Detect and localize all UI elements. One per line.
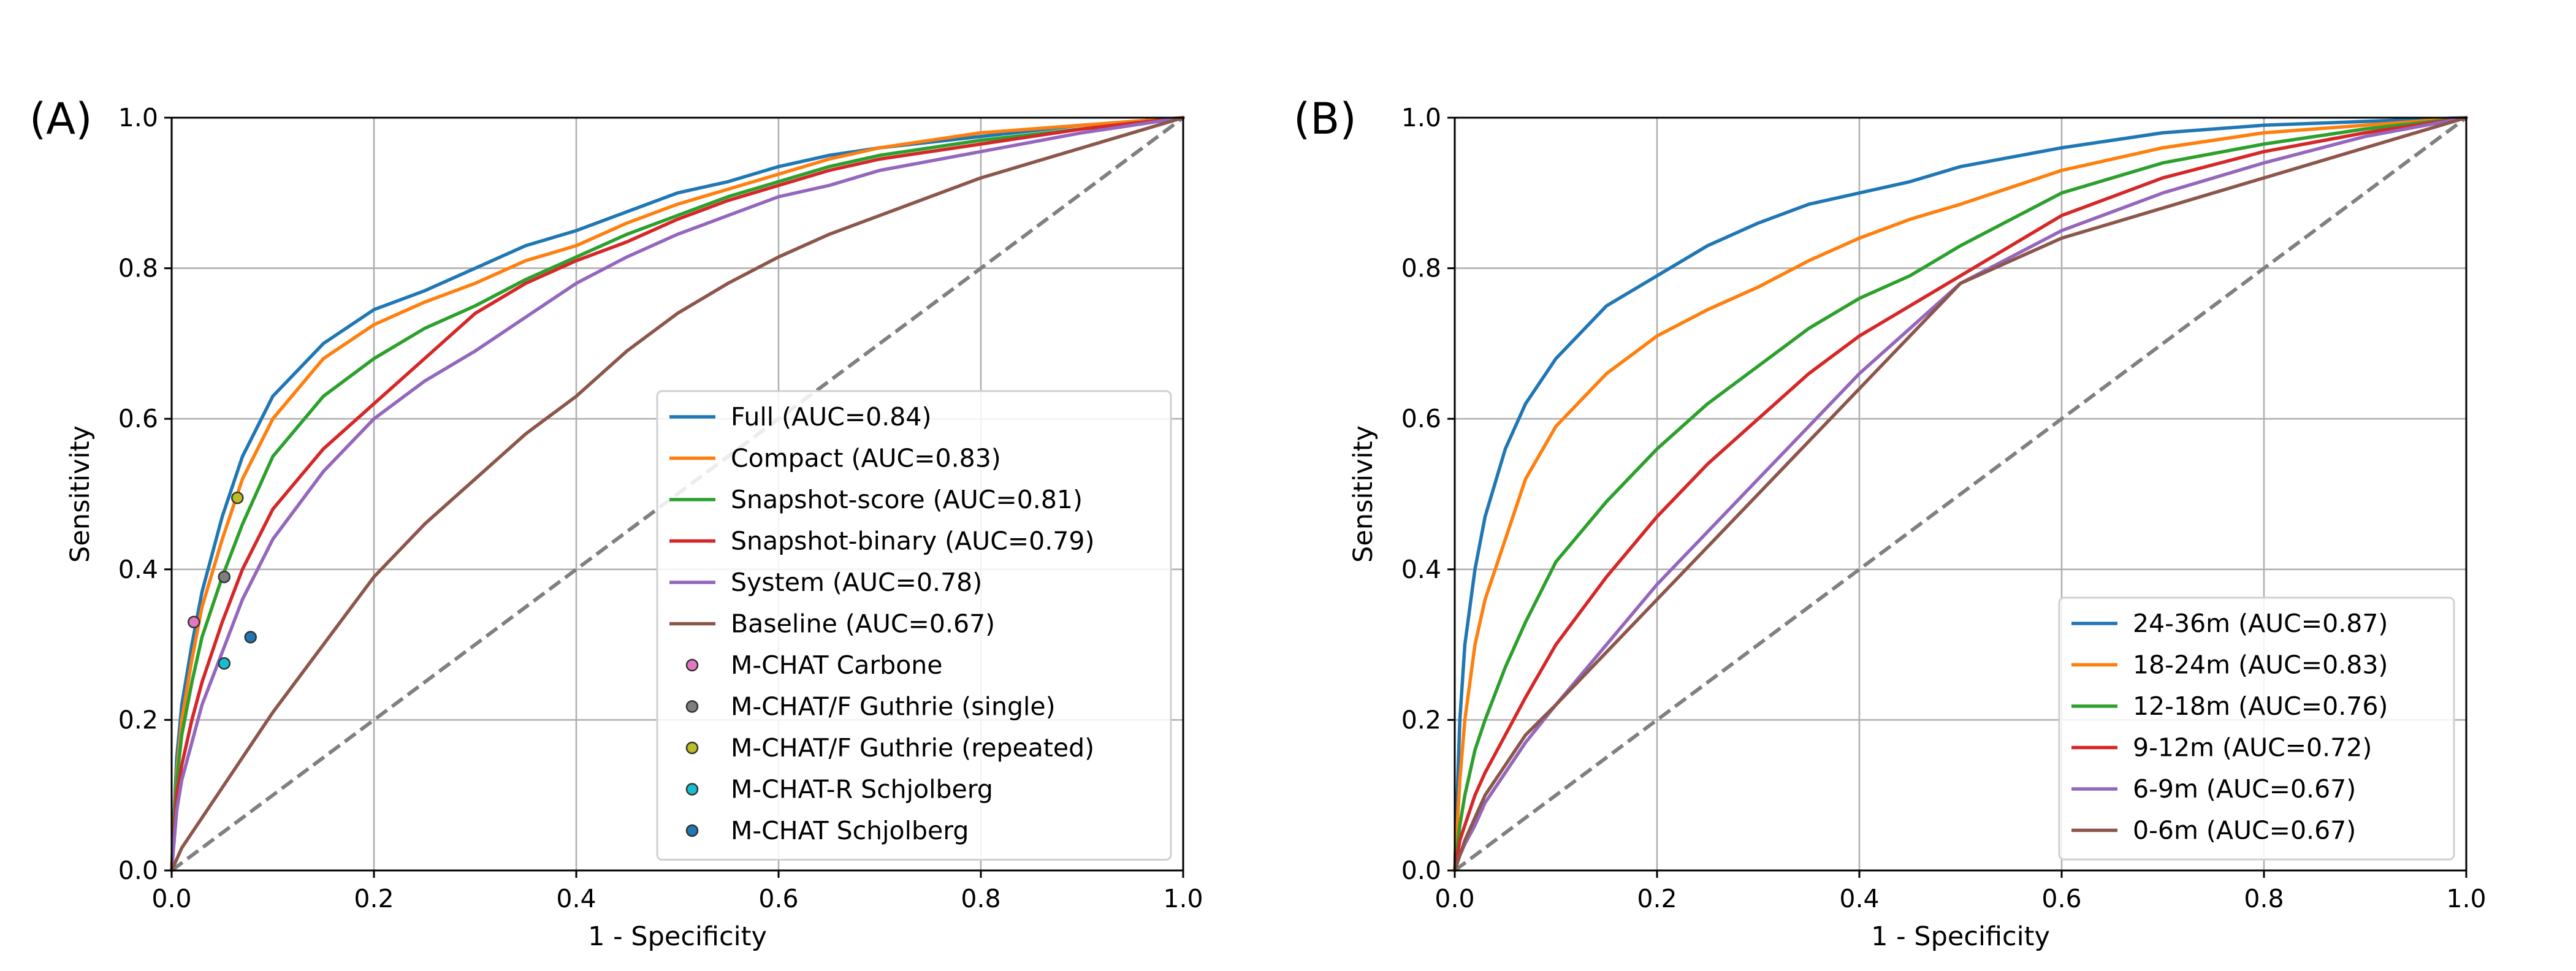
legend-marker-m-chat-carbone [685,658,699,672]
legend-box [2058,596,2455,861]
legend-label: M-CHAT-R Schjolberg [731,775,993,804]
y-tick-label: 0.0 [118,856,158,885]
series-line-24-36m-auc-0-87 [1453,116,2468,872]
point-m-chat-f-guthrie-single [218,570,231,584]
point-m-chat-r-schjolberg [218,657,231,670]
x-tick-label: 0.6 [758,884,798,913]
legend-label: 12-18m (AUC=0.76) [2133,691,2388,721]
x-tick-label: 0.8 [961,884,1000,913]
x-tick-label: 0.8 [2244,884,2284,913]
y-tick-label: 0.0 [1401,856,1441,885]
legend-label: M-CHAT/F Guthrie (repeated) [731,733,1094,763]
legend-marker-m-chat-r-schjolberg [685,783,699,796]
panel-b: 0.0 0.2 0.4 0.6 0.8 1.0 0.0 0.2 0.4 0.6 0.8 1.0 1 - … [1294,94,2486,952]
y-tick-label: 0.2 [118,705,158,734]
legend-label: System (AUC=0.78) [731,568,982,597]
y-tick-label: 0.4 [1401,555,1441,584]
series-line-snapshot-binary-auc-0-79 [170,116,1185,872]
x-tick-label: 0.4 [1839,884,1879,913]
legend-label: Baseline (AUC=0.67) [731,609,995,639]
y-tick-label: 1.0 [118,103,158,132]
y-tick-label: 0.2 [1401,705,1441,734]
legend: Full (AUC=0.84) Compact (AUC=0.83) Snapsho… [656,390,1172,861]
legend-marker-m-chat-f-guthrie-repeated [685,741,699,755]
axes-frame [170,116,1184,872]
legend-label: M-CHAT/F Guthrie (single) [731,692,1056,722]
x-tick-label: 0.6 [2041,884,2081,913]
panel-a: 0.0 0.2 0.4 0.6 0.8 1.0 0.0 0.2 0.4 0.6 0.8 1.0 1 - … [29,94,1203,952]
y-tick-label: 0.6 [118,404,158,433]
legend-label: 6-9m (AUC=0.67) [2133,774,2356,804]
x-tick-label: 0.0 [151,884,191,913]
series-line-system-auc-0-78 [170,116,1185,872]
point-m-chat-schjolberg [244,631,257,644]
y-axis-label: Sensitivity [1348,425,1379,563]
series-line-snapshot-score-auc-0-81 [170,116,1185,872]
point-m-chat-f-guthrie-repeated [231,491,244,505]
y-tick-label: 0.8 [118,254,158,283]
legend-label: 0-6m (AUC=0.67) [2133,816,2356,845]
legend-label: Snapshot-binary (AUC=0.79) [731,527,1094,556]
legend: 24-36m (AUC=0.87) 18-24m (AUC=0.83) 12-18m… [2058,596,2455,861]
x-tick-label: 0.0 [1435,884,1474,913]
x-tick-label: 1.0 [1163,884,1203,913]
legend-label: Full (AUC=0.84) [731,402,931,432]
x-axis-label: 1 - Specificity [1871,921,2050,952]
y-tick-label: 1.0 [1401,103,1441,132]
x-axis-label: 1 - Specificity [588,921,767,952]
x-tick-label: 1.0 [2446,884,2486,913]
diagonal-reference-line [1454,116,2467,872]
legend-label: M-CHAT Schjolberg [731,816,969,845]
legend-label: M-CHAT Carbone [731,650,943,680]
legend-marker-m-chat-schjolberg [685,824,699,837]
legend-label: 9-12m (AUC=0.72) [2133,733,2372,763]
series-line-18-24m-auc-0-83 [1453,116,2468,872]
legend-label: Snapshot-score (AUC=0.81) [731,485,1083,514]
y-tick-label: 0.6 [1401,404,1441,433]
y-tick-label: 0.4 [118,555,158,584]
series-line-baseline-auc-0-67 [170,116,1185,872]
legend-label: Compact (AUC=0.83) [731,444,1001,473]
series-line-12-18m-auc-0-76 [1453,116,2468,872]
x-tick-label: 0.4 [556,884,596,913]
point-m-chat-carbone [188,615,200,629]
legend-marker-m-chat-f-guthrie-single [685,700,699,713]
y-axis-label: Sensitivity [65,425,96,563]
series-line-0-6m-auc-0-67 [1453,116,2468,872]
panel-label: (A) [29,94,93,144]
legend-label: 18-24m (AUC=0.83) [2133,650,2388,680]
series-line-full-auc-0-84 [170,116,1185,872]
x-tick-label: 0.2 [1637,884,1677,913]
series-line-9-12m-auc-0-72 [1453,116,2468,872]
series-line-6-9m-auc-0-67 [1453,116,2468,872]
legend-label: 24-36m (AUC=0.87) [2133,609,2388,638]
x-tick-label: 0.2 [354,884,394,913]
panel-label: (B) [1294,94,1357,144]
legend-box [656,390,1172,861]
y-tick-label: 0.8 [1401,254,1441,283]
axes-frame [1454,116,2467,872]
